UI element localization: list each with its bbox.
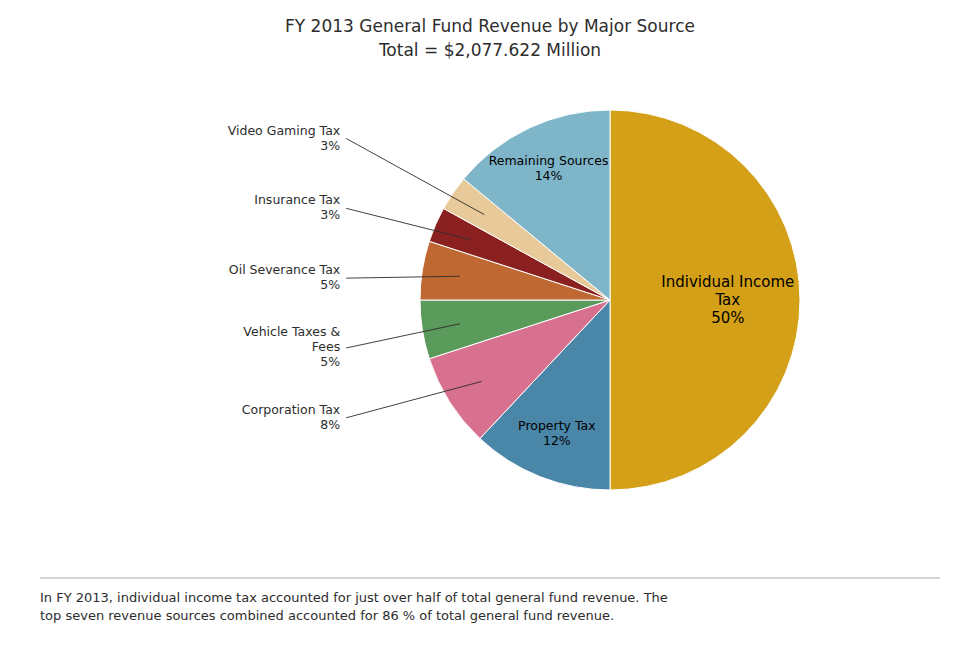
pie-slice <box>420 300 610 359</box>
slice-label: Vehicle Taxes &Fees <box>243 324 340 354</box>
leader-line <box>346 139 484 215</box>
slice-value-label: 8% <box>320 417 340 432</box>
leader-line <box>346 324 460 348</box>
separator <box>40 578 940 579</box>
caption: In FY 2013, individual income tax accoun… <box>40 590 668 623</box>
pie-slice <box>464 110 610 300</box>
slice-value-label: 5% <box>320 354 340 369</box>
pie: Individual IncomeTax50% Property Tax12% Re… <box>228 110 800 490</box>
slice-label: Insurance Tax <box>254 192 340 207</box>
title: FY 2013 General Fund Revenue by Major So… <box>285 16 695 36</box>
slice-value-label: 14% <box>535 168 563 183</box>
slice-label: Video Gaming Tax <box>228 123 340 138</box>
slice-label: Property Tax <box>518 418 596 433</box>
subtitle: Total = $2,077.622 Million <box>378 40 601 60</box>
leader-line <box>346 276 460 278</box>
slice-label: Individual IncomeTax <box>661 273 794 309</box>
slice-value-label: 12% <box>543 433 571 448</box>
slice-value-label: 3% <box>320 207 340 222</box>
chart: FY 2013 General Fund Revenue by Major So… <box>0 0 980 663</box>
slice-label: Remaining Sources <box>489 153 609 168</box>
slice-label: Oil Severance Tax <box>229 262 340 277</box>
slice-label: Corporation Tax <box>242 402 340 417</box>
slice-value-label: 50% <box>711 309 744 327</box>
leader-line <box>346 208 470 239</box>
slice-value-label: 5% <box>320 277 340 292</box>
leader-line <box>346 381 481 417</box>
slice-value-label: 3% <box>320 138 340 153</box>
pie-slice <box>610 110 800 490</box>
